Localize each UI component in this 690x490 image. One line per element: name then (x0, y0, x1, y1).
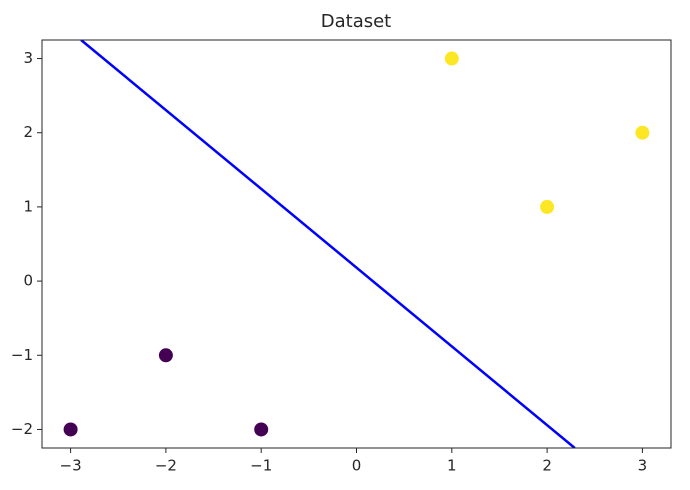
x-tick-label: 1 (447, 457, 457, 475)
x-tick-label: 0 (352, 457, 362, 475)
chart-title: Dataset (321, 11, 392, 32)
y-tick-label: 1 (23, 197, 33, 215)
point (254, 422, 269, 437)
line (80, 40, 576, 448)
y-tick-label: 2 (23, 123, 33, 141)
y-tick-label: −1 (11, 346, 33, 364)
y-tick-label: 0 (23, 272, 33, 290)
y-tick-label: 3 (23, 49, 33, 67)
x-tick-label: 3 (638, 457, 648, 475)
x-tick-label: −2 (155, 457, 177, 475)
point (540, 199, 555, 214)
x-tick-label: −3 (60, 457, 82, 475)
point (63, 422, 78, 437)
point (635, 125, 650, 140)
x-tick-label: −1 (250, 457, 272, 475)
y-tick-label: −2 (11, 420, 33, 438)
x-tick-label: 2 (542, 457, 552, 475)
plot-frame (41, 39, 672, 449)
point (158, 348, 173, 363)
point (444, 51, 459, 66)
